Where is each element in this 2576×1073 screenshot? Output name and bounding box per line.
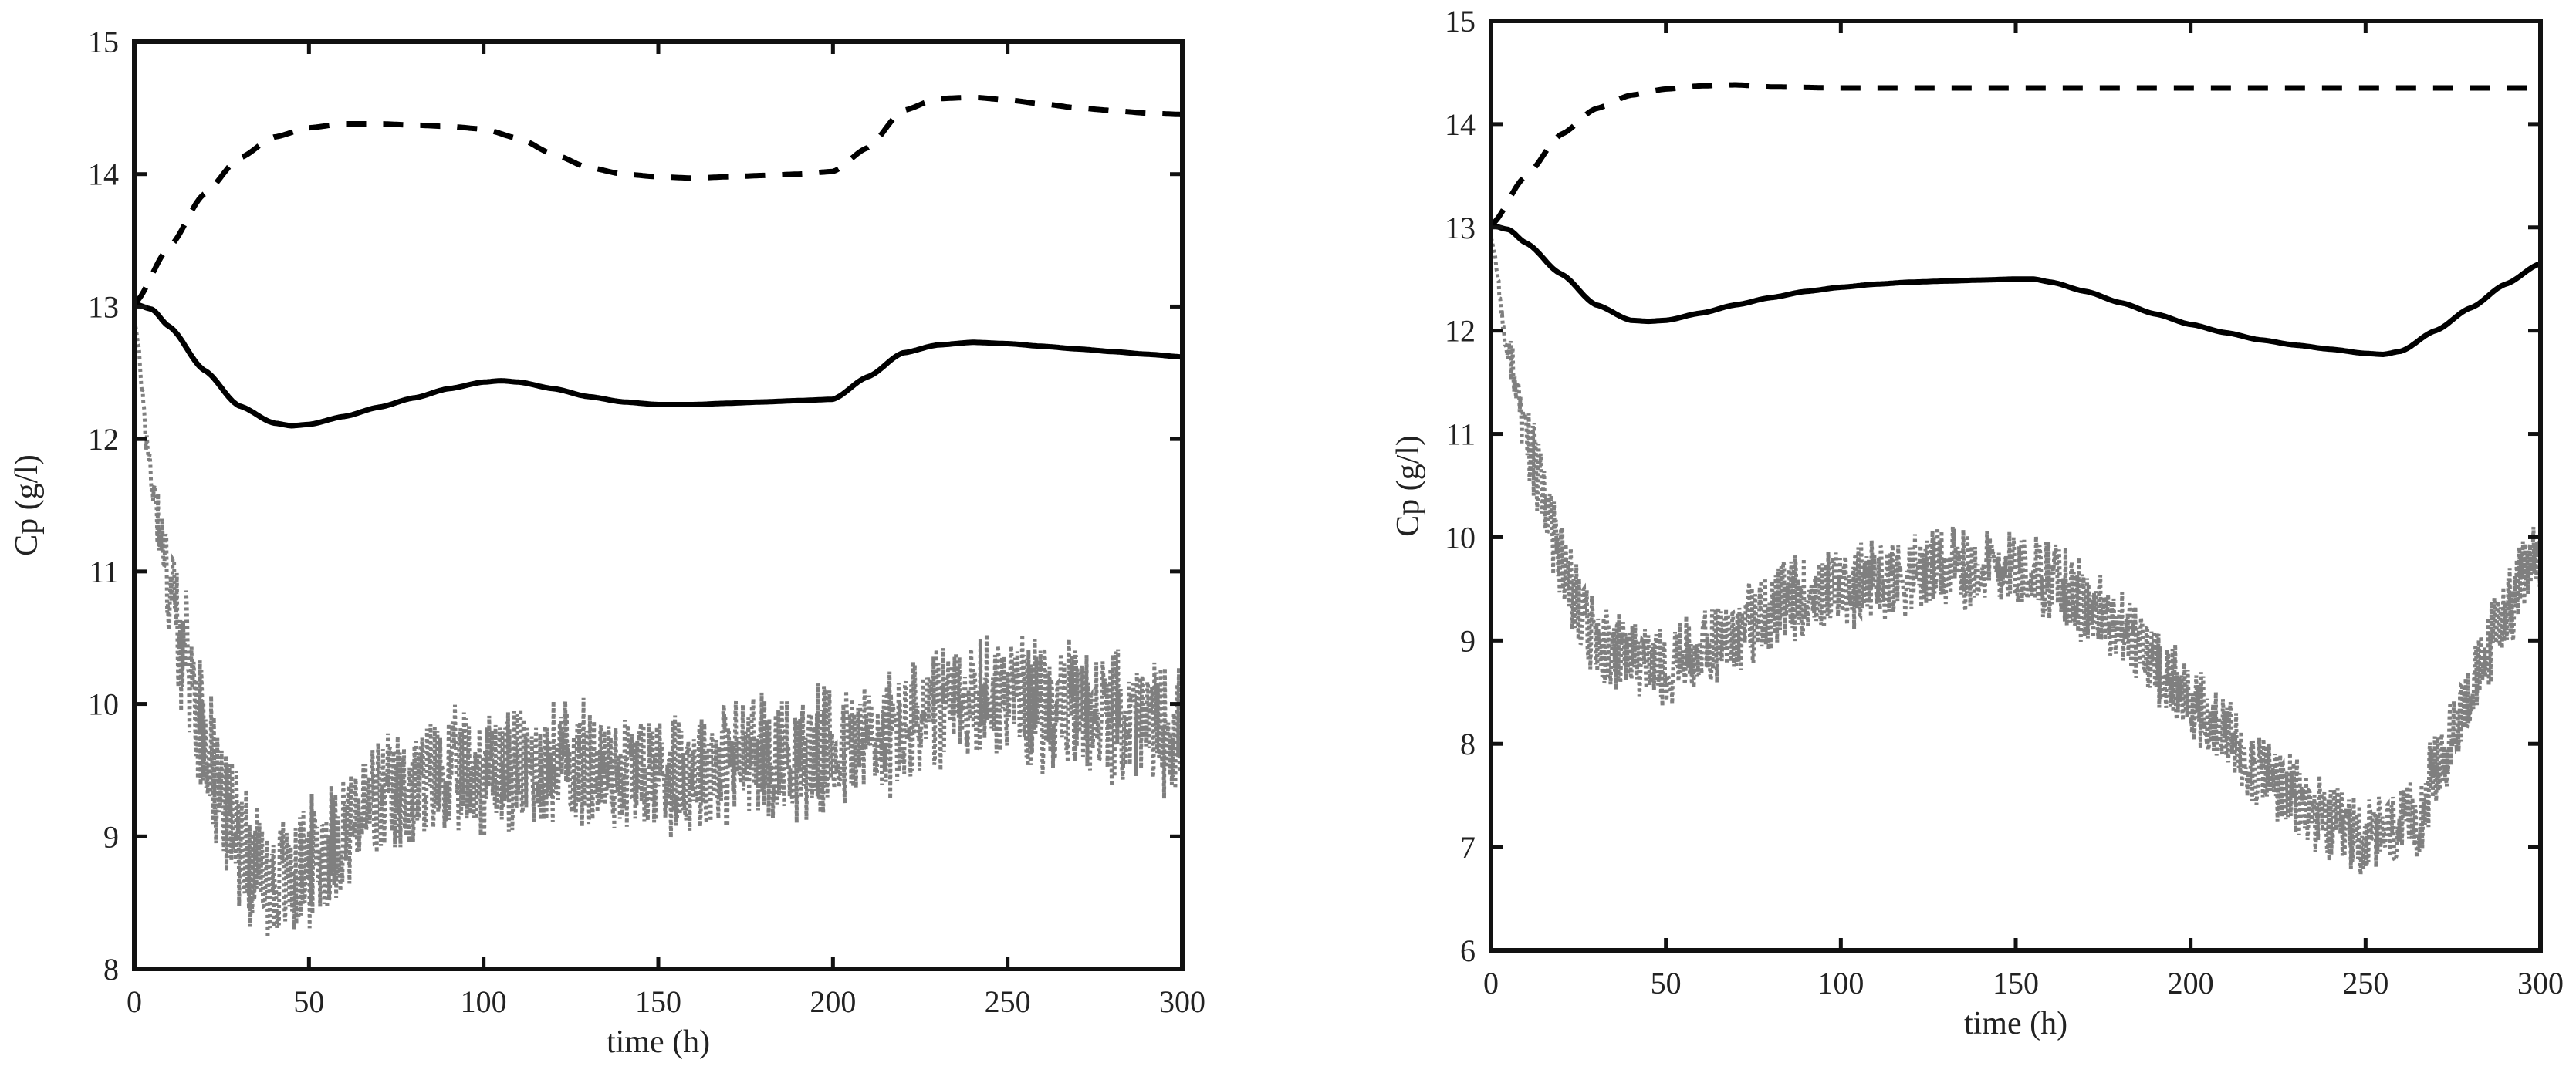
y-tick-label: 11 xyxy=(89,555,119,589)
y-tick-label: 7 xyxy=(1460,830,1476,865)
left-plot: 0 50 100 150 200 250 300 8 9 10 11 12 13 14 15 time (h… xyxy=(9,25,1205,1060)
x-tick-label: 0 xyxy=(127,984,142,1019)
solid-nominal-series xyxy=(1489,222,2542,357)
x-tick-label: 300 xyxy=(1159,984,1205,1019)
right-plot-ylabel: Cp (g/l) xyxy=(1391,435,1426,537)
x-tick-label: 250 xyxy=(2342,966,2388,1000)
right-plot-xlabel: time (h) xyxy=(1964,1006,2067,1041)
noisy-measurement-series xyxy=(1489,237,2543,876)
x-tick-label: 150 xyxy=(635,984,681,1019)
y-tick-label: 8 xyxy=(103,952,119,987)
y-tick-label: 9 xyxy=(1460,623,1476,658)
x-tick-label: 100 xyxy=(461,984,507,1019)
x-tick-label: 200 xyxy=(810,984,856,1019)
y-tick-label: 9 xyxy=(103,819,119,854)
x-tick-label: 200 xyxy=(2168,966,2214,1000)
right-plot: 0 50 100 150 200 250 300 6 7 8 9 10 11 12 13 14 15 time … xyxy=(1391,4,2564,1041)
y-tick-label: 11 xyxy=(1445,417,1476,452)
right-plot-series xyxy=(1489,82,2543,876)
noisy-measurement-series xyxy=(132,319,1185,938)
x-tick-label: 0 xyxy=(1483,966,1499,1000)
left-plot-series xyxy=(132,94,1185,938)
dashed-upper-series xyxy=(132,94,1184,306)
x-tick-label: 100 xyxy=(1817,966,1864,1000)
left-plot-ylabel: Cp (g/l) xyxy=(9,454,45,556)
dashed-upper-series xyxy=(1489,82,2542,228)
left-plot-frame xyxy=(132,39,1185,971)
x-tick-label: 150 xyxy=(1993,966,2039,1000)
y-tick-label: 6 xyxy=(1460,933,1476,968)
y-tick-label: 13 xyxy=(1445,211,1476,245)
y-tick-label: 14 xyxy=(88,157,119,192)
y-tick-label: 15 xyxy=(1445,4,1476,39)
y-tick-label: 15 xyxy=(88,25,119,59)
y-tick-label: 12 xyxy=(1445,314,1476,349)
y-tick-label: 10 xyxy=(1445,520,1476,555)
solid-nominal-series xyxy=(133,301,1184,429)
y-tick-label: 14 xyxy=(1445,107,1476,142)
y-tick-label: 8 xyxy=(1460,727,1476,761)
y-tick-label: 13 xyxy=(88,289,119,324)
x-tick-label: 300 xyxy=(2517,966,2564,1000)
right-plot-frame xyxy=(1489,19,2543,953)
x-tick-label: 50 xyxy=(1651,966,1682,1000)
left-plot-xlabel: time (h) xyxy=(607,1024,710,1060)
x-tick-label: 250 xyxy=(985,984,1031,1019)
left-plot-ticks: 0 50 100 150 200 250 300 8 9 10 11 12 13 14 15 xyxy=(88,25,1205,1019)
y-tick-label: 12 xyxy=(88,422,119,457)
right-plot-ticks: 0 50 100 150 200 250 300 6 7 8 9 10 11 12 13 14 15 xyxy=(1445,4,2564,1000)
y-tick-label: 10 xyxy=(88,687,119,722)
x-tick-label: 50 xyxy=(293,984,324,1019)
